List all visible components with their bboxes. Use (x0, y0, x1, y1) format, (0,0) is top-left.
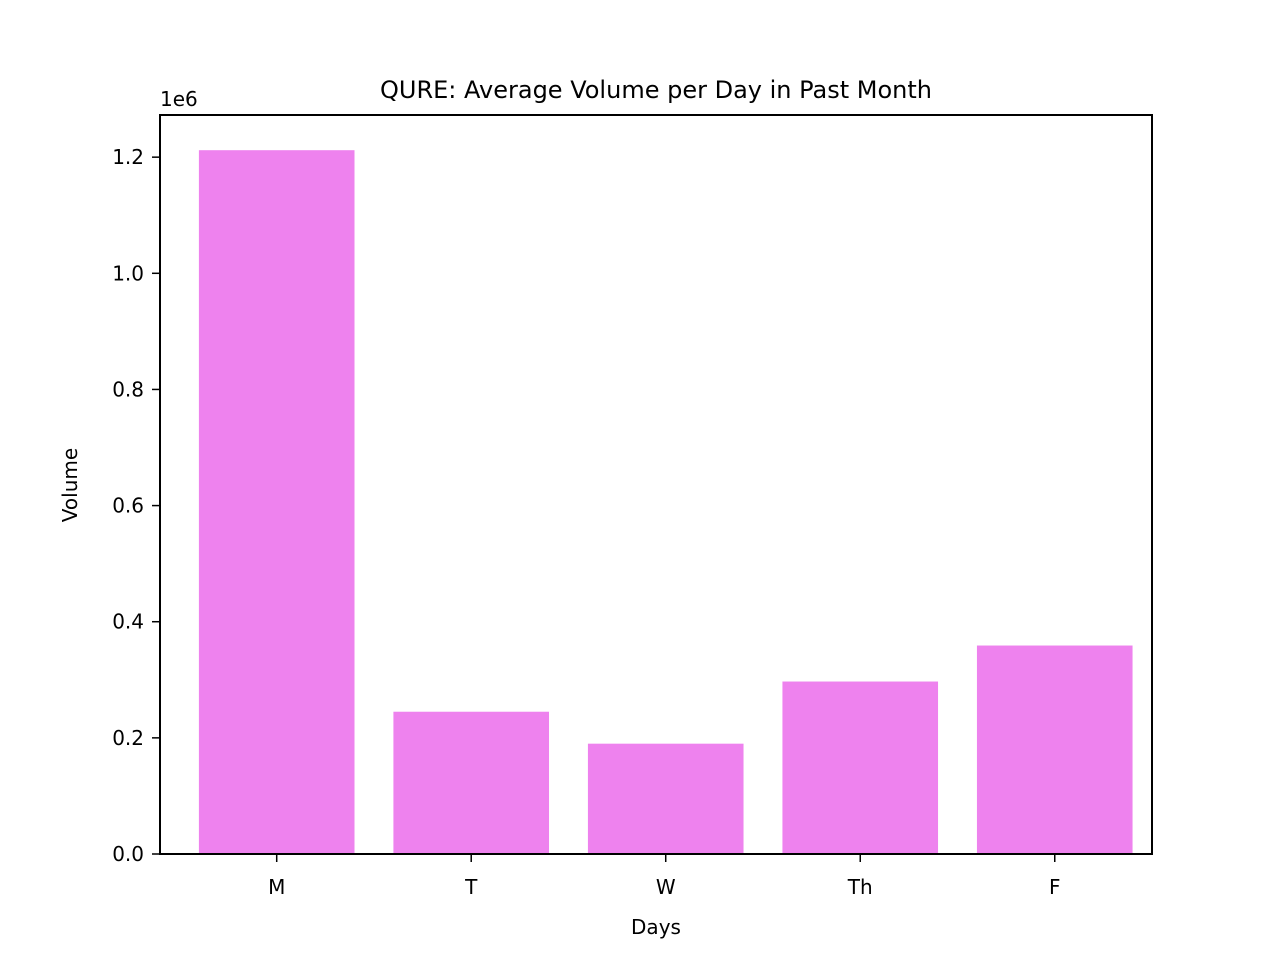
x-tick-label: T (464, 875, 478, 899)
x-tick-label: Th (847, 875, 873, 899)
y-ticks-group: 0.0 0.2 0.4 0.6 0.8 1.0 1.2 (112, 145, 160, 866)
bar-w (587, 743, 744, 854)
bar-th (782, 681, 939, 854)
y-tick-label: 0.4 (112, 610, 144, 634)
chart-title: QURE: Average Volume per Day in Past Mon… (380, 76, 932, 104)
y-tick-label: 1.2 (112, 145, 144, 169)
y-tick-label: 0.2 (112, 726, 144, 750)
x-tick-label: M (268, 875, 285, 899)
plot-frame (159, 114, 1153, 855)
y-tick-label: 0.6 (112, 494, 144, 518)
bars-group (198, 150, 1133, 854)
x-tick-label: F (1049, 875, 1061, 899)
y-tick-label: 1.0 (112, 261, 144, 285)
bar-t (393, 711, 550, 854)
x-tick-label: W (656, 875, 676, 899)
bar-m (198, 150, 355, 854)
x-ticks-group: M T W Th F (268, 854, 1061, 899)
bar-f (976, 645, 1133, 854)
y-tick-label: 0.8 (112, 377, 144, 401)
y-tick-label: 0.0 (112, 842, 144, 866)
x-axis-label: Days (631, 915, 681, 939)
y-axis-offset-label: 1e6 (160, 87, 198, 111)
y-axis-label: Volume (58, 448, 82, 522)
